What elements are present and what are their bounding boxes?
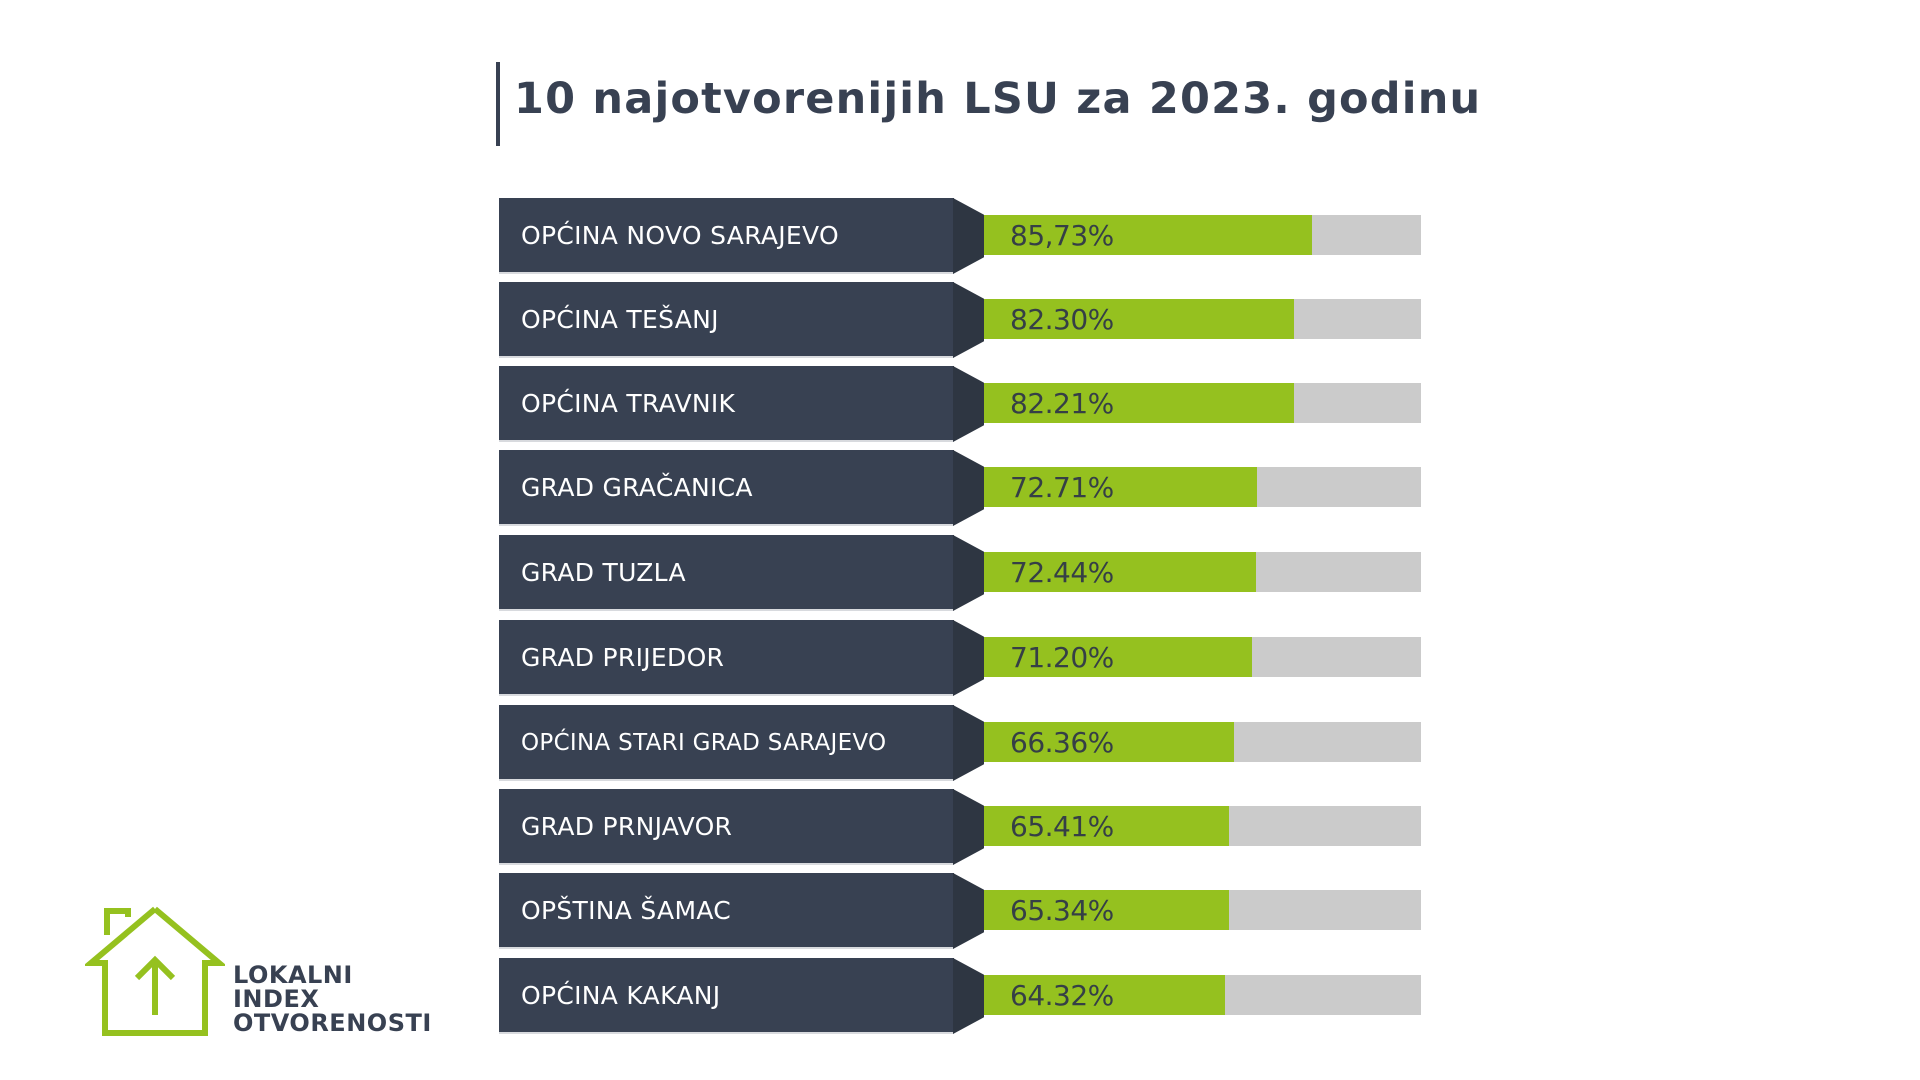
- bar-fill: [984, 975, 1225, 1015]
- arrow-notch: [953, 620, 984, 696]
- arrow-notch: [953, 958, 984, 1034]
- house-arrow-up-icon: [85, 906, 225, 1036]
- bar-value: 65.41%: [1010, 810, 1114, 843]
- arrow-notch: [953, 282, 984, 358]
- row-label-box: [499, 282, 954, 358]
- arrow-notch: [953, 705, 984, 781]
- row-label: OPĆINA KAKANJ: [521, 981, 721, 1010]
- bar-track: 82.21%: [984, 383, 1421, 423]
- bar-fill: [984, 890, 1229, 930]
- row-label-box: [499, 450, 954, 526]
- row-label: OPĆINA STARI GRAD SARAJEVO: [521, 730, 887, 756]
- bar-track: 72.71%: [984, 467, 1421, 507]
- page-title: 10 najotvorenijih LSU za 2023. godinu: [514, 74, 1482, 124]
- row-label-box: [499, 535, 954, 611]
- bar-track: 85,73%: [984, 215, 1421, 255]
- bar-fill: [984, 215, 1312, 255]
- bar-track: 65.34%: [984, 890, 1421, 930]
- row-label-box: [499, 789, 954, 865]
- bar-fill: [984, 552, 1256, 592]
- arrow-notch: [953, 366, 984, 442]
- bar-value: 82.21%: [1010, 387, 1114, 420]
- bar-track: 72.44%: [984, 552, 1421, 592]
- row-label-box: [499, 873, 954, 949]
- chart-row: OPŠTINA ŠAMAC 65.34%: [499, 873, 1424, 949]
- bar-fill: [984, 383, 1294, 423]
- chart-row: OPĆINA KAKANJ 64.32%: [499, 958, 1424, 1034]
- logo-line-3: OTVORENOSTI: [233, 1009, 432, 1037]
- bar-value: 72.44%: [1010, 556, 1114, 589]
- bar-value: 82.30%: [1010, 303, 1114, 336]
- logo-line-2: INDEX: [233, 985, 320, 1013]
- chart-row: OPĆINA NOVO SARAJEVO 85,73%: [499, 198, 1424, 274]
- bar-value: 72.71%: [1010, 471, 1114, 504]
- arrow-notch: [953, 535, 984, 611]
- row-label-box: [499, 705, 954, 781]
- chart-row: GRAD PRIJEDOR 71.20%: [499, 620, 1424, 696]
- bar-track: 65.41%: [984, 806, 1421, 846]
- row-label: GRAD GRAČANICA: [521, 473, 753, 502]
- bar-fill: [984, 806, 1229, 846]
- logo: LOKALNI INDEX OTVORENOSTI: [85, 905, 445, 1045]
- bar-fill: [984, 467, 1257, 507]
- row-label: OPĆINA TEŠANJ: [521, 305, 719, 334]
- bar-fill: [984, 299, 1294, 339]
- row-label: GRAD PRIJEDOR: [521, 643, 725, 672]
- row-label-box: [499, 198, 954, 274]
- row-label: GRAD TUZLA: [521, 558, 686, 587]
- bar-value: 85,73%: [1010, 219, 1114, 252]
- chart-row: GRAD PRNJAVOR 65.41%: [499, 789, 1424, 865]
- chart-row: OPĆINA TEŠANJ 82.30%: [499, 282, 1424, 358]
- arrow-notch: [953, 873, 984, 949]
- chart-row: OPĆINA STARI GRAD SARAJEVO 66.36%: [499, 705, 1424, 781]
- row-label: OPĆINA TRAVNIK: [521, 389, 736, 418]
- bar-fill: [984, 722, 1234, 762]
- arrow-notch: [953, 789, 984, 865]
- row-label: OPŠTINA ŠAMAC: [521, 896, 732, 925]
- chart-row: GRAD GRAČANICA 72.71%: [499, 450, 1424, 526]
- row-label-box: [499, 366, 954, 442]
- row-label-box: [499, 958, 954, 1034]
- title-accent-bar: [496, 62, 500, 146]
- bar-fill: [984, 637, 1252, 677]
- row-label: OPĆINA NOVO SARAJEVO: [521, 221, 839, 250]
- chart-row: OPĆINA TRAVNIK 82.21%: [499, 366, 1424, 442]
- logo-line-1: LOKALNI: [233, 961, 353, 989]
- bar-track: 82.30%: [984, 299, 1421, 339]
- chart-row: GRAD TUZLA 72.44%: [499, 535, 1424, 611]
- bar-value: 71.20%: [1010, 641, 1114, 674]
- arrow-notch: [953, 198, 984, 274]
- arrow-notch: [953, 450, 984, 526]
- bar-track: 64.32%: [984, 975, 1421, 1015]
- bar-value: 64.32%: [1010, 979, 1114, 1012]
- bar-value: 65.34%: [1010, 894, 1114, 927]
- bar-value: 66.36%: [1010, 726, 1114, 759]
- bar-track: 66.36%: [984, 722, 1421, 762]
- row-label-box: [499, 620, 954, 696]
- bar-track: 71.20%: [984, 637, 1421, 677]
- logo-text: LOKALNI INDEX OTVORENOSTI: [233, 963, 432, 1035]
- row-label: GRAD PRNJAVOR: [521, 812, 733, 841]
